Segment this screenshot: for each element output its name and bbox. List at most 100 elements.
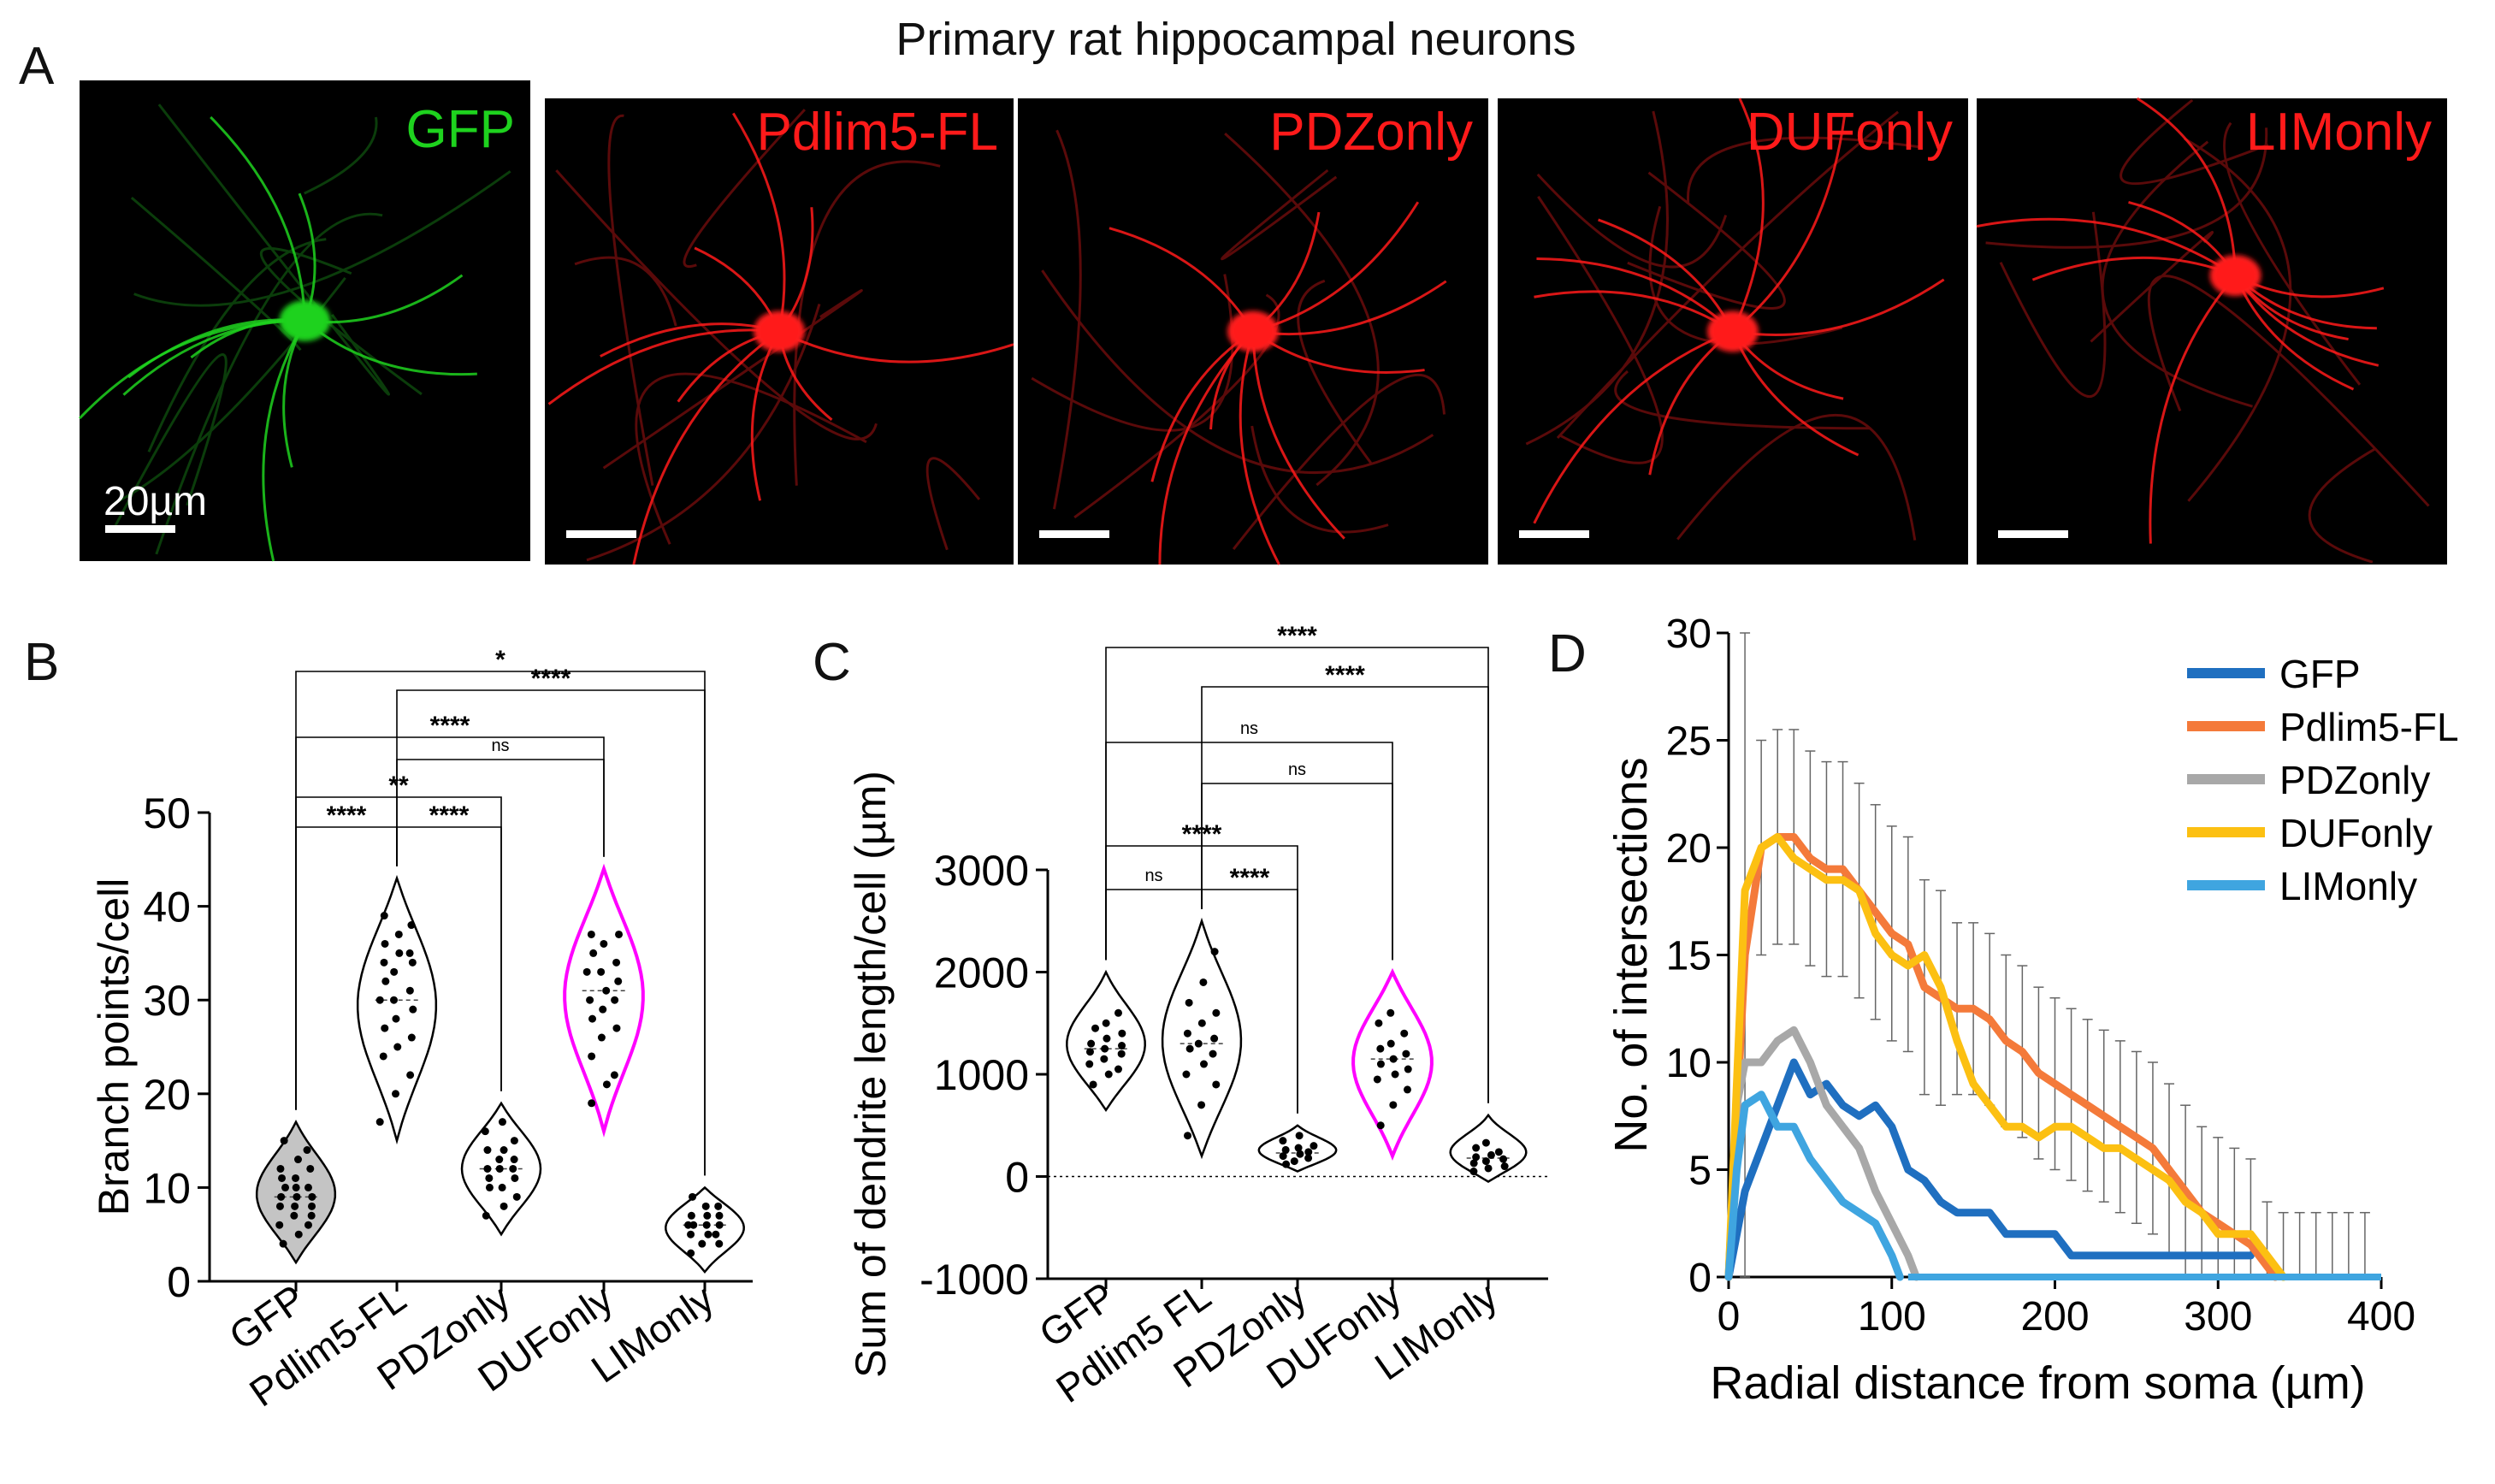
data-point [1101,1044,1109,1053]
data-point [307,1211,316,1220]
significance-label: **** [1277,622,1317,650]
data-point [1089,1080,1097,1089]
y-tick-label: 2000 [934,949,1029,997]
background-neurite [157,103,390,396]
scale-bar [1039,530,1109,538]
significance-bracket [396,689,706,1176]
significance-label: * [495,646,506,674]
data-point [1194,1039,1203,1048]
scale-bar [105,525,175,533]
data-point [1185,1044,1194,1053]
data-point [379,1052,387,1061]
data-point [390,967,399,976]
data-point [1376,1044,1385,1053]
data-point [599,1005,607,1014]
background-neurite [114,353,228,527]
data-point [1085,1048,1094,1056]
data-point [1282,1160,1291,1168]
data-point [1400,1029,1409,1038]
data-point [614,977,623,985]
dendrite [2136,97,2237,276]
dendrite [778,330,1014,364]
data-point [1469,1159,1478,1168]
soma-core [286,305,324,336]
x-tick-label: 100 [1858,1294,1926,1339]
data-point [1481,1157,1490,1166]
dendrite [1252,201,1420,333]
background-neurite [2147,275,2430,507]
y-tick-label: 1000 [934,1051,1029,1099]
background-neurite [147,238,327,452]
background-neurite [2308,447,2377,564]
data-point [1210,1034,1219,1043]
background-neurite [1221,169,1338,261]
dendrite [1251,331,1345,540]
data-point [1304,1148,1313,1156]
data-point [1469,1168,1478,1176]
significance-bracket [396,826,502,1091]
data-point [1182,1070,1191,1079]
significance-label: **** [429,801,470,830]
panel-d-x-axis-label: Radial distance from soma (µm) [1710,1357,2365,1409]
significance-bracket [1201,889,1298,1114]
data-point [715,1239,724,1248]
y-tick-label: 50 [143,789,191,837]
data-point [394,930,403,938]
significance-bracket [1105,742,1393,961]
dendrite [2031,256,2237,281]
background-neurite [1627,171,1786,310]
data-point [1402,1049,1410,1058]
data-point [277,1192,286,1201]
significance-label: **** [1325,661,1365,689]
background-neurite [793,160,941,486]
y-tick-label: 10 [1666,1041,1712,1086]
y-tick-label: 5 [1688,1149,1712,1194]
data-point [498,1118,506,1126]
data-point [303,1146,311,1155]
soma-core [1234,316,1272,347]
data-point [597,967,606,976]
data-point [1087,1039,1096,1048]
data-point [275,1221,284,1229]
legend-label-gfp: GFP [2279,652,2361,696]
legend-label-pdlim5-fl: Pdlim5-FL [2279,705,2459,749]
dendrite [262,320,306,562]
data-point [615,930,624,938]
significance-label: **** [327,801,367,830]
violin-pdlim5-fl [356,874,438,1145]
violin-dufonly [563,863,645,1138]
data-point [1373,1075,1381,1084]
data-point [1102,1019,1110,1027]
background-neurite [1052,129,1082,510]
panel-c-violin-chart: -1000 0 1000 2000 3000 Sum of dendrite length… [847,622,1548,1411]
data-point [406,1071,415,1079]
data-point [375,996,384,1004]
y-tick-label: 30 [143,977,191,1025]
data-point [1376,1121,1385,1130]
violin-pdlim5-fl [1161,917,1243,1160]
data-point [602,986,611,995]
data-point [375,1118,384,1126]
data-point [1183,1029,1191,1038]
data-point [292,1183,300,1191]
data-point [684,1221,693,1229]
data-point [308,1192,316,1201]
dendrite [1732,278,1945,336]
soma-core [1714,316,1752,347]
data-point [1279,1137,1287,1145]
x-tick-label: 200 [2020,1294,2089,1339]
data-point [1290,1157,1298,1166]
data-point [1487,1150,1495,1159]
background-neurite [2120,98,2269,186]
data-point [1304,1154,1313,1162]
data-point [1472,1153,1481,1162]
significance-bracket [1201,686,1489,1103]
data-point [1472,1144,1481,1152]
data-point [597,1033,606,1042]
y-tick-label: 0 [1688,1256,1712,1301]
data-point [589,949,598,957]
data-point [610,1071,618,1079]
data-point [276,1164,285,1173]
data-point [485,1174,494,1182]
data-point [1389,1101,1398,1109]
